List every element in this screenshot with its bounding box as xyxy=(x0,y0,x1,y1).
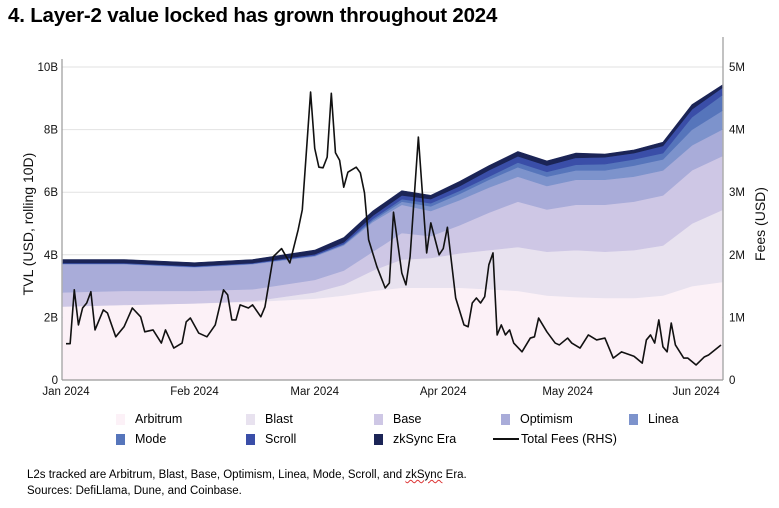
y-tick-label: 4B xyxy=(44,250,58,262)
footnote-text: L2s tracked are Arbitrum, Blast, Base, O… xyxy=(27,469,406,481)
footnote: L2s tracked are Arbitrum, Blast, Base, O… xyxy=(27,467,467,499)
chart-title: 4. Layer-2 value locked has grown throug… xyxy=(8,4,498,27)
y2-tick-label: 4M xyxy=(729,125,745,137)
footnote-flagged-word: zkSync xyxy=(405,469,443,481)
legend-label: Linea xyxy=(648,412,679,426)
legend-item-optimism: Optimism xyxy=(501,412,573,426)
legend-label: Scroll xyxy=(265,432,297,446)
legend-swatch xyxy=(629,413,638,425)
x-tick-label: Mar 2024 xyxy=(290,386,339,398)
legend-label: Total Fees (RHS) xyxy=(521,432,617,446)
legend-label: Base xyxy=(393,412,422,426)
tvl-stacked-areas xyxy=(62,84,723,381)
legend-item-zksync-era: zkSync Era xyxy=(374,432,456,446)
y2-tick-label: 1M xyxy=(729,312,745,324)
legend-item-total-fees: Total Fees (RHS) xyxy=(493,432,617,446)
area-zksync-era xyxy=(62,84,723,267)
legend-item-scroll: Scroll xyxy=(246,432,296,446)
legend-item-arbitrum: Arbitrum xyxy=(116,412,182,426)
y-tick-label: 6B xyxy=(44,187,58,199)
fees-line-layer xyxy=(66,91,722,366)
y-tick-label: 8B xyxy=(44,125,58,137)
y-axis-title: TVL (USD, rolling 10D) xyxy=(20,153,36,296)
y2-tick-label: 3M xyxy=(729,187,745,199)
y2-tick-label: 0 xyxy=(729,375,735,387)
y-tick-label: 2B xyxy=(44,312,58,324)
footnote-line-1: L2s tracked are Arbitrum, Blast, Base, O… xyxy=(27,467,467,483)
legend-swatch xyxy=(246,433,255,445)
x-tick-label: May 2024 xyxy=(542,386,593,398)
legend-label: zkSync Era xyxy=(393,432,457,446)
legend-label: Arbitrum xyxy=(135,412,183,426)
y-tick-label: 0 xyxy=(52,375,58,387)
x-tick-label: Jun 2024 xyxy=(672,386,720,398)
legend-item-mode: Mode xyxy=(116,432,166,446)
legend-swatch xyxy=(116,433,125,445)
legend-swatch xyxy=(246,413,255,425)
y2-tick-label: 2M xyxy=(729,250,745,262)
x-tick-label: Feb 2024 xyxy=(170,386,219,398)
legend-item-linea: Linea xyxy=(629,412,679,426)
y2-axis-title: Fees (USD) xyxy=(752,187,768,261)
legend-item-blast: Blast xyxy=(246,412,293,426)
tick-labels: 0 2B 4B 6B 8B 10B 0 1M 2M 3M 4M 5M Jan 2024 Feb 2024 M… xyxy=(38,62,745,398)
footnote-text-end: Era. xyxy=(442,469,467,481)
x-tick-label: Apr 2024 xyxy=(420,386,467,398)
axes xyxy=(61,37,724,381)
x-tick-label: Jan 2024 xyxy=(42,386,90,398)
y2-tick-label: 5M xyxy=(729,62,745,74)
legend-label: Blast xyxy=(265,412,293,426)
footnote-line-2: Sources: DefiLlama, Dune, and Coinbase. xyxy=(27,485,242,497)
legend-swatch xyxy=(374,413,383,425)
y-tick-label: 10B xyxy=(38,62,59,74)
total-fees-line xyxy=(66,91,722,366)
legend-swatch xyxy=(501,413,510,425)
legend-label: Mode xyxy=(135,432,167,446)
legend-swatch xyxy=(374,433,383,445)
legend-item-base: Base xyxy=(374,412,422,426)
legend-line xyxy=(493,438,519,440)
legend-swatch xyxy=(116,413,125,425)
legend-label: Optimism xyxy=(520,412,573,426)
